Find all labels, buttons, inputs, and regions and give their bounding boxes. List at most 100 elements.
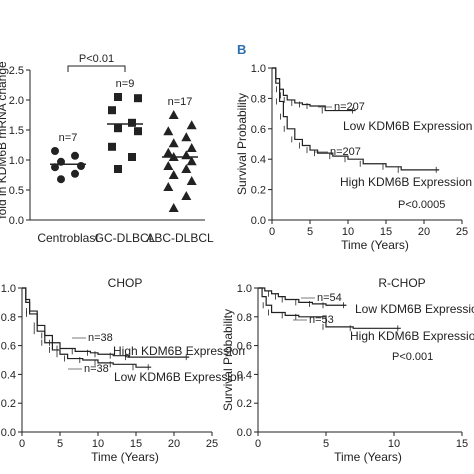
d-n-label: n=53 [309, 314, 334, 326]
d-y-tick-label: 0.6 [237, 341, 252, 353]
a-data-point [181, 164, 192, 173]
b-y-tick-label: 0.4 [251, 154, 266, 166]
c-y-tick-label: 0.6 [1, 341, 16, 353]
b-x-tick-label: 25 [456, 226, 468, 238]
d-x-axis-label: Time (Years) [334, 450, 402, 464]
b-series-label: Low KDM6B Expression [343, 119, 472, 133]
c-series-label: High KDM6B Expression [113, 344, 245, 358]
c-series-label: Low KDM6B Expression [114, 370, 243, 384]
c-y-tick-label: 0.8 [1, 312, 16, 324]
b-y-tick-label: 0.2 [251, 185, 266, 197]
a-y-tick-label: 2.0 [9, 95, 24, 107]
a-data-point [71, 169, 79, 178]
d-series-label: Low KDM6B Expression [355, 302, 474, 316]
c-x-tick-label: 15 [130, 438, 142, 450]
a-data-point [186, 156, 197, 166]
b-x-tick-label: 15 [380, 226, 392, 238]
a-data-point [168, 138, 179, 148]
a-data-point [108, 142, 116, 151]
d-y-tick-label: 0.8 [237, 312, 252, 324]
a-data-point [168, 203, 179, 212]
a-data-point [71, 151, 79, 160]
a-n-label: n=17 [168, 96, 193, 108]
a-n-label: n=7 [59, 132, 78, 144]
b-panel-label: B [237, 42, 246, 57]
b-y-tick-label: 0.0 [251, 215, 266, 227]
d-x-tick-label: 5 [323, 438, 329, 450]
a-data-point [186, 143, 197, 152]
a-data-point [114, 165, 122, 173]
d-survival-curve [258, 287, 401, 329]
a-data-point [163, 182, 174, 191]
d-y-axis-label: Survival Probability [221, 309, 235, 411]
a-y-tick-label: 2.5 [9, 65, 24, 77]
b-n-label: n=207 [330, 146, 361, 158]
a-y-tick-label: 1.5 [9, 125, 24, 137]
b-x-tick-label: 10 [342, 226, 354, 238]
a-data-point [134, 127, 142, 136]
a-data-point [186, 176, 197, 185]
d-pvalue-label: P<0.001 [392, 351, 433, 363]
a-data-point [108, 106, 116, 115]
c-y-tick-label: 0.0 [1, 427, 16, 439]
a-data-point [114, 93, 122, 101]
a-data-point [163, 147, 174, 157]
c-x-tick-label: 0 [19, 438, 25, 450]
a-n-label: n=9 [116, 78, 135, 90]
d-y-tick-label: 0.0 [237, 427, 252, 439]
c-x-axis-label: Time (Years) [91, 450, 159, 464]
c-n-label: n=38 [84, 363, 109, 375]
b-survival-curve [272, 67, 356, 112]
b-x-tick-label: 5 [307, 226, 313, 238]
d-y-tick-label: 1.0 [237, 283, 252, 295]
a-data-point [181, 191, 192, 200]
c-x-tick-label: 5 [57, 438, 63, 450]
b-x-axis-label: Time (Years) [341, 238, 409, 252]
a-x-category-label: Centroblast [37, 231, 99, 245]
a-y-tick-label: 1.0 [9, 155, 24, 167]
a-x-category-label: GC-DLBCL [95, 231, 156, 245]
c-x-tick-label: 10 [92, 438, 104, 450]
a-x-category-label: ABC-DLBCL [146, 231, 214, 245]
c-survival-curve [22, 287, 152, 368]
d-y-tick-label: 0.4 [237, 369, 252, 381]
c-y-tick-label: 1.0 [1, 283, 16, 295]
d-n-label: n=54 [317, 292, 342, 304]
d-x-tick-label: 10 [388, 438, 400, 450]
a-data-point [186, 120, 197, 130]
a-data-point [163, 161, 174, 170]
d-title: R-CHOP [378, 276, 425, 290]
a-data-point [57, 175, 65, 184]
b-n-label: n=207 [334, 101, 365, 113]
a-data-point [163, 126, 174, 136]
a-data-point [77, 162, 85, 170]
a-data-point [134, 94, 142, 103]
a-pvalue-label: P<0.01 [79, 53, 114, 65]
b-y-axis-label: Survival Probability [235, 93, 249, 195]
c-y-tick-label: 0.2 [1, 398, 16, 410]
d-series-label: High KDM6B Expression [350, 329, 474, 343]
a-data-point [51, 163, 59, 172]
a-data-point [51, 147, 59, 155]
c-x-tick-label: 20 [168, 438, 180, 450]
b-y-tick-label: 0.6 [251, 124, 266, 136]
b-x-tick-label: 0 [269, 226, 275, 238]
a-data-point [114, 124, 122, 133]
c-y-tick-label: 0.4 [1, 369, 16, 381]
b-y-tick-label: 1.0 [251, 63, 266, 75]
b-pvalue-label: P<0.0005 [398, 199, 445, 211]
a-data-point [181, 132, 192, 142]
d-y-tick-label: 0.2 [237, 398, 252, 410]
b-survival-curve [272, 67, 440, 171]
a-y-tick-label: 0.5 [9, 185, 24, 197]
a-data-point [128, 118, 136, 127]
a-data-point [168, 170, 179, 179]
a-y-axis-label: fold in KDM6B mRNA change [0, 61, 9, 219]
a-data-point [128, 153, 136, 161]
b-series-label: High KDM6B Expression [340, 175, 472, 189]
c-n-label: n=38 [88, 332, 113, 344]
a-significance-bracket [67, 65, 126, 72]
b-x-tick-label: 20 [418, 226, 430, 238]
c-x-tick-label: 25 [206, 438, 218, 450]
